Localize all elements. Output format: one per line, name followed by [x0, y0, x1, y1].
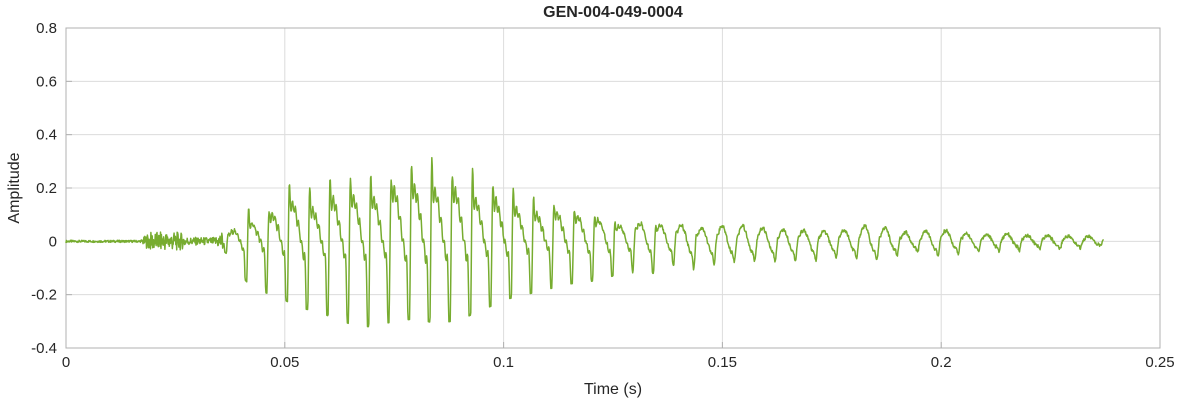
x-tick-label: 0.15	[708, 354, 737, 371]
x-tick-label: 0	[62, 354, 70, 371]
y-axis-label: Amplitude	[6, 152, 23, 223]
y-tick-label: 0	[49, 233, 57, 250]
x-tick-label: 0.2	[931, 354, 952, 371]
x-axis-label: Time (s)	[584, 381, 642, 398]
y-tick-label: 0.8	[36, 20, 57, 37]
tick-labels: 0 0.05 0.1 0.15 0.2 0.25 -0.4 -0.2 0 0.2 0.4 0.6 0.8	[31, 20, 1174, 371]
gridlines	[66, 28, 1160, 348]
x-tick-label: 0.25	[1145, 354, 1174, 371]
waveform-line	[65, 156, 1104, 328]
y-tick-label: 0.6	[36, 73, 57, 90]
chart-title: GEN-004-049-0004	[543, 4, 683, 21]
tick-marks	[65, 27, 1161, 349]
x-tick-label: 0.1	[493, 354, 514, 371]
x-tick-label: 0.05	[270, 354, 299, 371]
y-tick-label: 0.4	[36, 127, 57, 144]
y-tick-label: -0.2	[31, 287, 57, 304]
y-tick-label: -0.4	[31, 340, 57, 357]
y-tick-label: 0.2	[36, 180, 57, 197]
